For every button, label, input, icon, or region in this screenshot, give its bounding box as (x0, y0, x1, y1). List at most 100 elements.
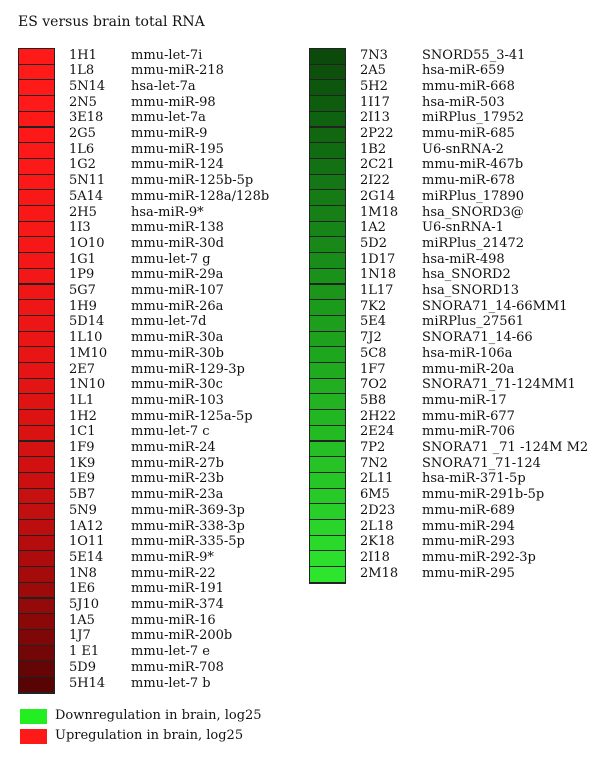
heatmap-cell (310, 284, 345, 300)
row-name-label: mmu-miR-30b (131, 345, 224, 361)
row-name-label: mmu-miR-16 (131, 612, 216, 628)
row-name-label: mmu-miR-107 (131, 283, 224, 298)
legend-label-up: Upregulation in brain, log25 (55, 728, 244, 743)
heatmap-cell (19, 49, 54, 64)
row-name-label: SNORD55_3-41 (422, 47, 526, 63)
heatmap-cell (310, 457, 345, 472)
row-id-label: 1B2 (360, 141, 387, 157)
row-name-label: mmu-miR-291b-5p (422, 487, 545, 503)
heatmap-cell (19, 331, 54, 347)
row-id-label: 2M18 (360, 565, 399, 581)
row-id-label: 1H9 (69, 298, 97, 314)
heatmap-cell (19, 567, 54, 582)
row-name-label: mmu-let-7 c (131, 424, 210, 440)
row-id-label: 1J7 (69, 628, 91, 644)
row-id-label: 1A5 (69, 612, 95, 628)
heatmap-cell (19, 268, 54, 284)
row-name-label: mmu-miR-30a (131, 330, 224, 346)
row-name-label: mmu-miR-292-3p (422, 549, 536, 565)
heatmap-cell (310, 80, 345, 96)
row-id-label: 5C8 (360, 345, 387, 361)
row-name-label: mmu-miR-689 (422, 502, 515, 518)
heatmap-cell (310, 504, 345, 519)
heatmap-cell (19, 645, 54, 661)
row-name-label: mmu-let-7 b (131, 675, 211, 691)
heatmap-cell (19, 378, 54, 394)
row-id-label: 1D17 (360, 251, 396, 267)
heatmap-cell (19, 535, 54, 551)
row-id-label: 1A2 (360, 220, 386, 236)
row-id-label: 1 E1 (69, 644, 100, 660)
row-name-label: mmu-let-7i (131, 47, 203, 63)
heatmap-cell (310, 520, 345, 535)
row-name-label: hsa-miR-498 (422, 251, 505, 267)
row-id-label: 1C1 (69, 424, 96, 440)
heatmap-cell (19, 158, 54, 174)
heatmap-cell (310, 127, 345, 143)
heatmap-cell (310, 441, 345, 457)
heatmap-cell (310, 300, 345, 315)
heatmap-cell (310, 363, 345, 378)
heatmap-cell (310, 425, 345, 441)
row-name-label: mmu-miR-338-3p (131, 518, 245, 534)
row-id-label: 2D23 (360, 502, 396, 518)
row-id-label: 5H14 (69, 675, 106, 691)
row-id-label: 2H22 (360, 408, 397, 424)
row-id-label: 2P22 (360, 126, 394, 141)
row-id-label: 1I3 (69, 220, 91, 236)
heatmap-cell (19, 504, 54, 519)
legend-swatch-down (20, 709, 47, 724)
row-id-label: 1L10 (69, 330, 103, 346)
row-id-label: 2I18 (360, 549, 390, 565)
row-name-label: SNORA71_14-66 (422, 330, 533, 346)
row-name-label: mmu-miR-125b-5p (131, 173, 254, 189)
row-name-label: mmu-miR-685 (422, 126, 515, 141)
row-id-label: 7J2 (360, 330, 382, 346)
row-name-label: U6-snRNA-1 (422, 220, 504, 236)
row-id-label: 1H1 (69, 47, 97, 63)
heatmap-cell (310, 410, 345, 425)
row-id-label: 1H2 (69, 408, 97, 424)
heatmap-cell (310, 488, 345, 504)
legend-label-down: Downregulation in brain, log25 (55, 708, 262, 723)
heatmap-cell (310, 331, 345, 347)
row-id-label: 5N14 (69, 78, 106, 94)
row-id-label: 1N8 (69, 565, 97, 581)
row-name-label: hsa_SNORD3@ (422, 204, 524, 220)
row-name-label: mmu-miR-124 (131, 157, 224, 173)
heatmap-cell (19, 551, 54, 567)
row-id-label: 2I13 (360, 110, 390, 126)
row-id-label: 2K18 (360, 534, 395, 550)
row-name-label: mmu-miR-23a (131, 487, 224, 503)
row-name-label: hsa_SNORD2 (422, 267, 511, 283)
heatmap-cell (19, 488, 54, 504)
heatmap-cell (310, 158, 345, 174)
row-name-label: mmu-let-7a (131, 110, 206, 126)
row-name-label: mmu-miR-677 (422, 408, 515, 424)
heatmap-cell (19, 221, 54, 237)
row-id-label: 5B7 (69, 487, 96, 503)
row-name-label: mmu-miR-128a/128b (131, 188, 270, 204)
heatmap-cell (310, 347, 345, 362)
row-id-label: 2L11 (360, 471, 394, 487)
row-name-label: mmu-miR-129-3p (131, 361, 245, 377)
row-id-label: 1K9 (69, 455, 96, 471)
heatmap-cell (310, 237, 345, 253)
heatmap-cell (19, 300, 54, 315)
heatmap-cell (19, 363, 54, 378)
row-name-label: mmu-miR-668 (422, 78, 515, 94)
heatmap-cell (19, 190, 54, 205)
row-id-label: 1N18 (360, 267, 397, 283)
row-name-label: mmu-miR-294 (422, 518, 515, 534)
heatmap-cell (310, 190, 345, 205)
upregulated-heatmap-strip (18, 48, 55, 694)
heatmap-cell (310, 535, 345, 551)
row-id-label: 1O11 (69, 534, 105, 550)
heatmap-cell (19, 629, 54, 645)
row-name-label: mmu-miR-103 (131, 392, 224, 408)
row-id-label: 1L6 (69, 141, 95, 157)
row-id-label: 1M18 (360, 204, 399, 220)
row-id-label: 5D14 (69, 314, 105, 330)
row-name-label: mmu-let-7 e (131, 644, 210, 660)
row-name-label: mmu-miR-20a (422, 361, 515, 377)
